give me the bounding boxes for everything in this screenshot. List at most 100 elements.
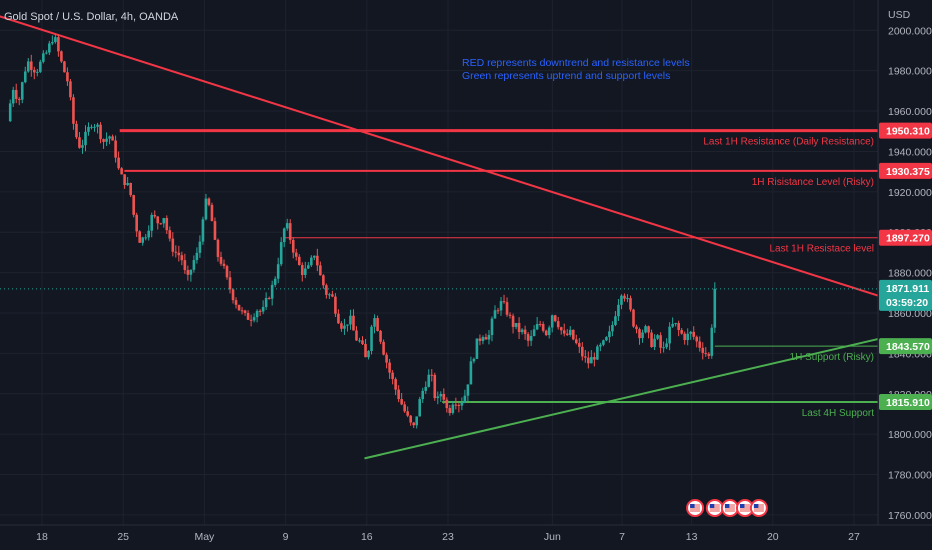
candle-body bbox=[288, 223, 292, 240]
candle-body bbox=[120, 168, 123, 175]
candle-body bbox=[629, 298, 632, 310]
candle-body bbox=[445, 399, 449, 409]
candle-body bbox=[436, 396, 440, 399]
candle-body bbox=[493, 310, 497, 319]
candle-body bbox=[620, 295, 623, 305]
us-flag-event-icon[interactable] bbox=[686, 499, 705, 517]
candle-body bbox=[87, 126, 90, 132]
currency-label: USD bbox=[888, 9, 911, 21]
event-markers[interactable] bbox=[686, 499, 768, 517]
candle-body bbox=[279, 242, 283, 265]
candle-body bbox=[328, 294, 331, 296]
candle-body bbox=[307, 265, 310, 269]
candle-body bbox=[297, 256, 301, 265]
candle-body bbox=[623, 295, 626, 299]
candle-body bbox=[258, 310, 262, 312]
us-flag-event-icon[interactable] bbox=[705, 499, 724, 517]
candle-body bbox=[529, 336, 533, 341]
candle-body bbox=[358, 340, 361, 342]
candle-body bbox=[611, 325, 614, 332]
time-axis[interactable] bbox=[0, 525, 932, 550]
candle-body bbox=[123, 174, 126, 186]
candle-body bbox=[276, 264, 280, 279]
note-line-1: RED represents downtrend and resistance … bbox=[462, 57, 690, 69]
us-flag-event-icon[interactable] bbox=[749, 499, 768, 517]
price-tick-label: 1880.000 bbox=[888, 268, 932, 280]
candle-body bbox=[114, 140, 117, 158]
candle-body bbox=[713, 288, 717, 328]
candle-body bbox=[587, 357, 590, 364]
candle-body bbox=[608, 331, 611, 338]
flag-field bbox=[709, 504, 720, 512]
candle-body bbox=[343, 325, 346, 329]
candle-body bbox=[310, 257, 313, 266]
candle-body bbox=[246, 312, 250, 320]
candle-body bbox=[346, 324, 349, 326]
candle-body bbox=[63, 61, 66, 73]
candle-body bbox=[273, 278, 277, 285]
candle-body bbox=[222, 263, 226, 267]
candle-body bbox=[394, 379, 397, 390]
candle-body bbox=[81, 145, 84, 148]
support-trendline[interactable] bbox=[364, 334, 895, 460]
time-tick-label: 9 bbox=[283, 531, 289, 543]
candle-body bbox=[535, 323, 539, 330]
candle-body bbox=[430, 374, 434, 376]
candle-body bbox=[602, 340, 605, 345]
note-line-2: Green represents uptrend and support lev… bbox=[462, 70, 670, 82]
candle-body bbox=[322, 275, 325, 286]
resistance-level-label: 1H Risistance Level (Risky) bbox=[752, 177, 874, 188]
candle-body bbox=[207, 198, 211, 205]
candle-body bbox=[29, 61, 33, 70]
candle-body bbox=[72, 97, 75, 124]
price-axis[interactable] bbox=[878, 0, 932, 525]
candle-body bbox=[553, 315, 557, 322]
candle-body bbox=[701, 347, 705, 353]
candle-body bbox=[559, 327, 563, 331]
trendlines[interactable] bbox=[0, 15, 895, 460]
candle-body bbox=[674, 323, 677, 325]
time-tick-label: 7 bbox=[619, 531, 625, 543]
candle-body bbox=[340, 323, 343, 329]
candle-body bbox=[671, 323, 674, 327]
flag-canton bbox=[753, 504, 759, 508]
level-lines[interactable]: Last 1H Resistance (Daily Resistance) 1H … bbox=[119, 129, 878, 419]
resistance-trendline[interactable] bbox=[0, 15, 895, 302]
candle-body bbox=[388, 362, 391, 373]
flag-field bbox=[690, 504, 701, 512]
candle-body bbox=[26, 61, 30, 72]
candle-body bbox=[198, 241, 202, 253]
candle-body bbox=[129, 183, 132, 196]
candle-body bbox=[469, 361, 473, 385]
time-tick-label: 23 bbox=[442, 531, 454, 543]
candle-body bbox=[23, 71, 27, 83]
price-tag-value: 1897.270 bbox=[886, 233, 930, 245]
candle-body bbox=[578, 343, 581, 347]
candle-body bbox=[653, 338, 656, 348]
candle-body bbox=[252, 317, 256, 321]
candle-body bbox=[484, 337, 488, 340]
candle-body bbox=[707, 353, 711, 356]
time-tick-label: 25 bbox=[117, 531, 129, 543]
candle-body bbox=[66, 72, 69, 82]
candle-body bbox=[397, 389, 400, 400]
time-tick-label: 16 bbox=[361, 531, 373, 543]
symbol-title[interactable]: Gold Spot / U.S. Dollar, 4h, OANDA bbox=[4, 11, 179, 23]
support-level-label: 1H Support (Risky) bbox=[790, 352, 874, 363]
candle-body bbox=[234, 300, 238, 305]
candle-body bbox=[650, 332, 653, 348]
candle-body bbox=[475, 338, 479, 359]
candle-body bbox=[686, 333, 690, 341]
candle-body bbox=[210, 204, 214, 222]
candle-body bbox=[635, 326, 638, 330]
candle-body bbox=[213, 221, 217, 240]
flag-canton bbox=[724, 504, 730, 508]
candle-body bbox=[11, 89, 15, 104]
us-flag-event-icon[interactable] bbox=[735, 499, 754, 517]
candle-body bbox=[285, 223, 289, 229]
candle-body bbox=[526, 334, 530, 341]
candle-body bbox=[267, 298, 271, 300]
us-flag-event-icon[interactable] bbox=[720, 499, 739, 517]
